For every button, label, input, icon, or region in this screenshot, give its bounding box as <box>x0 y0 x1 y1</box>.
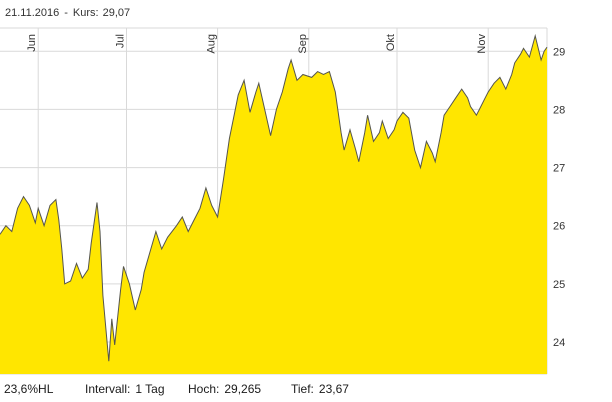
price-chart: 24 25 26 27 28 29 Jun Jul Aug Sep Okt Nov <box>0 27 565 375</box>
interval-value: 1 Tag <box>135 382 165 396</box>
low-label: Tief: <box>291 382 314 396</box>
y-axis-label: 25 <box>553 279 565 291</box>
price-area <box>0 35 547 375</box>
y-axis-label: 27 <box>553 163 565 175</box>
month-label: Okt <box>385 34 397 51</box>
month-label: Sep <box>297 34 309 54</box>
y-axis-label: 24 <box>553 337 565 349</box>
month-label: Jun <box>26 34 38 52</box>
price-label: Kurs: <box>72 7 99 19</box>
low-value: 23,67 <box>318 382 349 396</box>
month-label: Nov <box>476 34 488 54</box>
low-item: Tief: 23,67 <box>291 382 349 396</box>
price-line <box>0 33 548 362</box>
high-value: 29,265 <box>224 382 262 396</box>
month-label: Aug <box>206 34 218 54</box>
high-label: Hoch: <box>188 382 220 396</box>
chart-footer: 23,6%HL Intervall: 1 Tag Hoch: 29,265 Tief… <box>0 380 612 402</box>
high-item: Hoch: 29,265 <box>188 382 261 396</box>
price-value: 29,07 <box>102 7 131 19</box>
y-axis-label: 28 <box>553 104 565 116</box>
hl-range-label: 23,6%HL <box>4 382 54 396</box>
interval-label: Intervall: <box>85 382 131 396</box>
y-axis-label: 29 <box>553 46 565 58</box>
date-label: 21.11.2016 <box>5 7 60 19</box>
interval-item: Intervall: 1 Tag <box>85 382 165 396</box>
month-label: Jul <box>115 34 127 48</box>
chart-header: 21.11.2016- Kurs: 29,07 <box>5 7 130 19</box>
header-separator: - <box>64 7 68 19</box>
y-axis-label: 26 <box>553 221 565 233</box>
